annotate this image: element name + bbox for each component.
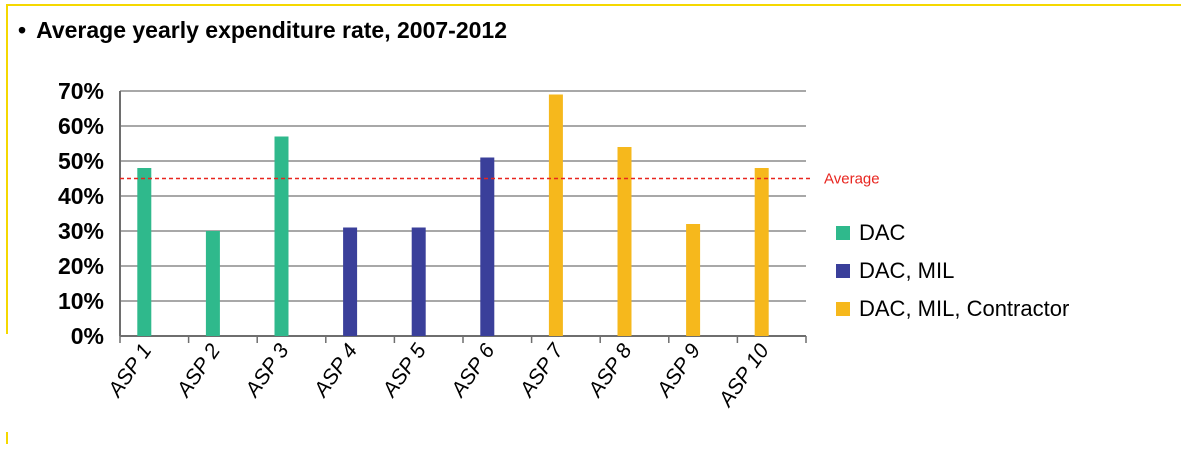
x-tick-label: ASP 6 — [446, 339, 500, 402]
x-tick-label: ASP 4 — [309, 340, 363, 403]
y-tick-label: 0% — [71, 323, 104, 349]
bar — [617, 147, 632, 336]
bar — [274, 136, 289, 336]
x-tick-label: ASP 10 — [713, 339, 774, 412]
legend-label: DAC — [859, 220, 906, 245]
x-tick-label: ASP 7 — [514, 339, 568, 403]
chart-title: • Average yearly expenditure rate, 2007-2… — [18, 17, 507, 44]
y-tick-label: 30% — [58, 218, 104, 244]
bar — [480, 157, 495, 336]
y-tick-label: 60% — [58, 113, 104, 139]
frame-left-border — [6, 4, 8, 334]
x-tick-label: ASP 1 — [103, 340, 157, 403]
legend-label: DAC, MIL — [859, 258, 955, 283]
legend-swatch — [836, 264, 850, 278]
chart-title-text: Average yearly expenditure rate, 2007-20… — [36, 17, 507, 43]
title-bullet: • — [18, 17, 27, 43]
bar — [205, 231, 220, 336]
average-label: Average — [824, 171, 880, 188]
y-tick-label: 10% — [58, 288, 104, 314]
frame-corner-mark — [6, 432, 8, 444]
x-tick-label: ASP 9 — [652, 339, 706, 402]
bar — [411, 227, 426, 336]
legend-swatch — [836, 302, 850, 316]
x-tick-label: ASP 5 — [377, 339, 431, 402]
x-tick-label: ASP 8 — [583, 339, 637, 402]
bar — [137, 168, 152, 336]
bar — [754, 168, 769, 336]
y-tick-label: 40% — [58, 183, 104, 209]
legend-item: DAC, MIL — [836, 252, 1069, 290]
y-tick-label: 50% — [58, 148, 104, 174]
x-tick-label: ASP 3 — [240, 339, 294, 402]
legend-swatch — [836, 226, 850, 240]
bar — [343, 227, 358, 336]
bar — [686, 224, 701, 336]
bar — [548, 94, 563, 336]
y-tick-label: 20% — [58, 253, 104, 279]
legend-label: DAC, MIL, Contractor — [859, 296, 1070, 321]
x-tick-label: ASP 2 — [171, 339, 225, 402]
legend-item: DAC — [836, 214, 1069, 252]
chart-legend: DAC DAC, MIL DAC, MIL, Contractor — [836, 214, 1069, 328]
legend-item: DAC, MIL, Contractor — [836, 290, 1069, 328]
frame-top-border — [6, 4, 1181, 6]
y-tick-label: 70% — [58, 78, 104, 104]
